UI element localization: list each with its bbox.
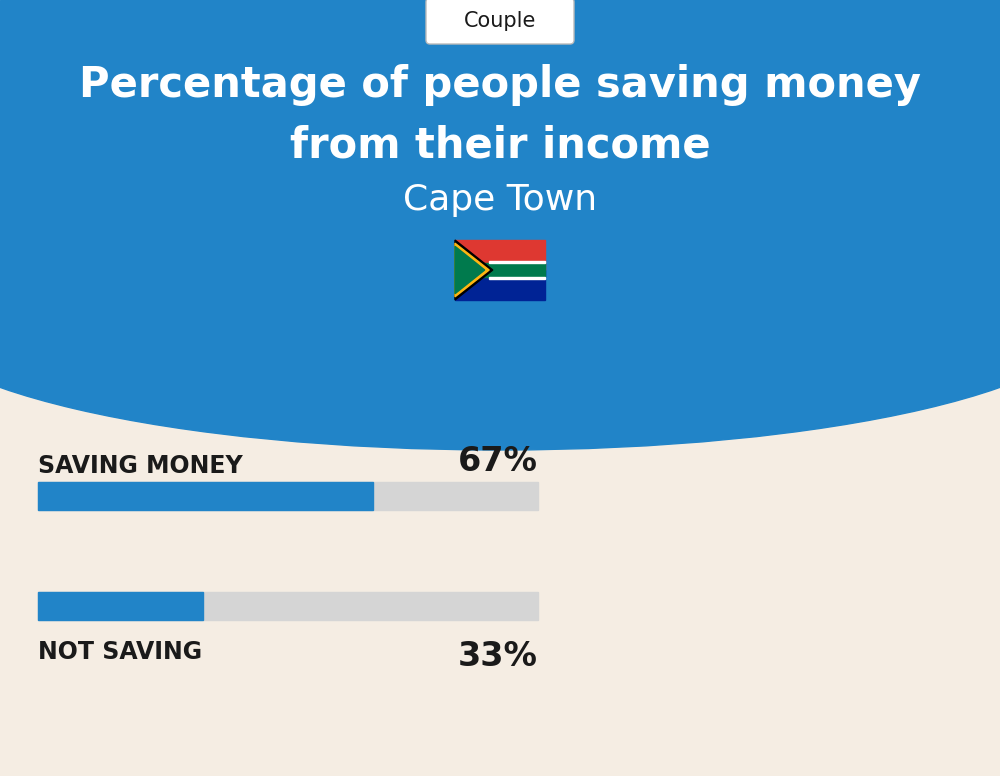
Text: Percentage of people saving money: Percentage of people saving money — [79, 64, 921, 106]
Text: Cape Town: Cape Town — [403, 183, 597, 217]
Bar — [0, 0, 1000, 310]
Text: from their income: from their income — [290, 124, 710, 166]
Bar — [455, 263, 545, 276]
Bar — [489, 261, 545, 263]
Bar — [38, 592, 203, 620]
Text: NOT SAVING: NOT SAVING — [38, 640, 202, 664]
Polygon shape — [455, 240, 493, 300]
Polygon shape — [455, 246, 485, 293]
Bar — [489, 276, 545, 279]
Ellipse shape — [0, 170, 1000, 450]
Bar — [38, 482, 373, 510]
Text: Couple: Couple — [464, 11, 536, 31]
Bar — [38, 482, 538, 510]
Bar — [455, 270, 545, 300]
Polygon shape — [455, 243, 489, 297]
Bar — [455, 240, 545, 270]
Bar — [38, 592, 538, 620]
Text: SAVING MONEY: SAVING MONEY — [38, 454, 243, 478]
FancyBboxPatch shape — [426, 0, 574, 44]
Text: 67%: 67% — [458, 445, 538, 478]
Text: 33%: 33% — [458, 640, 538, 673]
